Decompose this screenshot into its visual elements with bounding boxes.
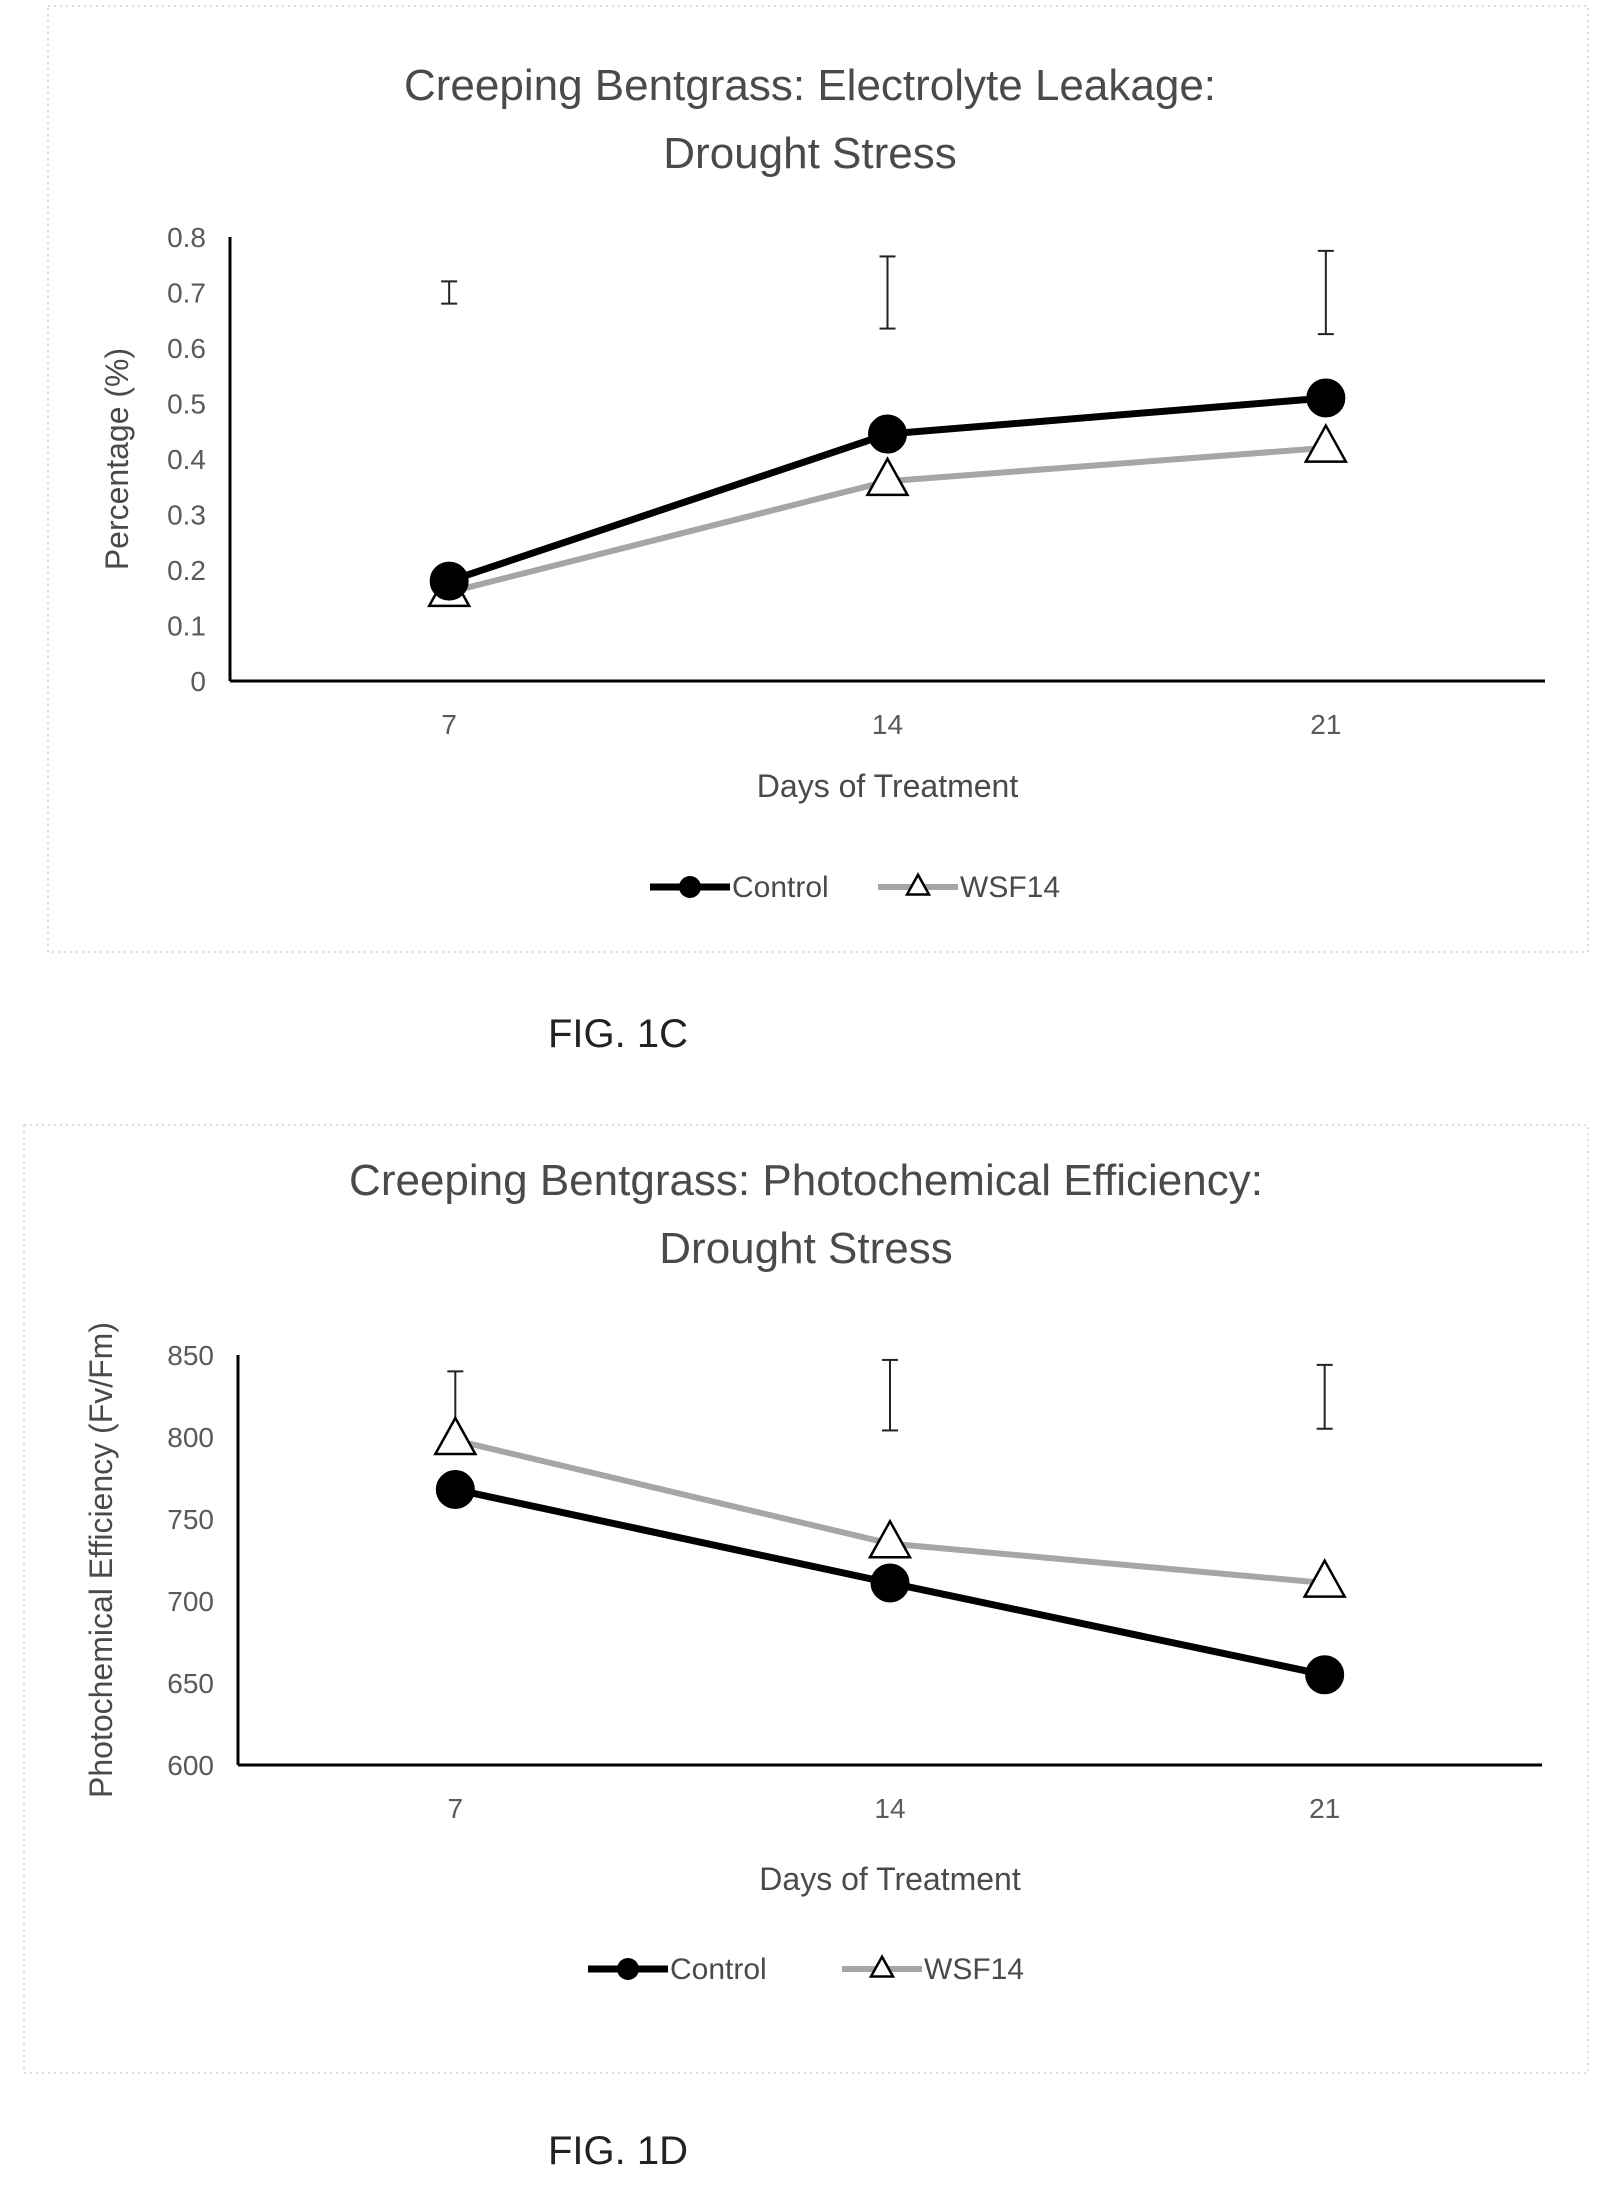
chart-title-line-2: Drought Stress (663, 129, 956, 178)
control-point (868, 414, 907, 454)
x-tick-label: 21 (1309, 1793, 1340, 1824)
y-tick-label: 600 (167, 1750, 214, 1781)
x-tick-label: 7 (441, 709, 457, 740)
y-tick-label: 0.8 (167, 222, 206, 253)
y-axis-title: Photochemical Efficiency (Fv/Fm) (83, 1322, 119, 1798)
chart-title-line-2: Drought Stress (659, 1224, 952, 1273)
chart-frame (47, 5, 1589, 953)
x-tick-label: 14 (874, 1793, 905, 1824)
y-tick-label: 850 (167, 1340, 214, 1371)
photochemical-efficiency-chart: Creeping Bentgrass: Photochemical Effici… (23, 1124, 1589, 2074)
figure-caption-1d: FIG. 1D (548, 2129, 689, 2173)
series-line-wsf14 (454, 1437, 1325, 1586)
control-point (1305, 1655, 1345, 1695)
y-tick-label: 0.2 (167, 555, 206, 586)
y-tick-label: 650 (167, 1668, 214, 1699)
control-point (870, 1563, 910, 1603)
chart-panel-electrolyte-leakage: Creeping Bentgrass: Electrolyte Leakage:… (0, 0, 1617, 1056)
wsf14-point (1303, 423, 1348, 463)
y-tick-label: 750 (167, 1504, 214, 1535)
y-tick-label: 700 (167, 1586, 214, 1617)
wsf14-point (1302, 1558, 1347, 1598)
wsf14-point (865, 456, 910, 497)
legend-marker-triangle (904, 872, 932, 896)
wsf14-point (433, 1415, 478, 1456)
y-axis-title: Percentage (%) (99, 348, 135, 570)
wsf14-point (867, 1518, 913, 1559)
legend-label-control: Control (732, 871, 829, 904)
y-tick-label: 0.4 (167, 444, 206, 475)
control-point (429, 561, 469, 601)
y-tick-label: 0.5 (167, 389, 206, 420)
legend-label-wsf14: WSF14 (924, 1953, 1024, 1986)
legend-marker-circle (617, 1958, 639, 1980)
control-point (1306, 378, 1346, 418)
y-tick-label: 0.6 (167, 333, 206, 364)
x-tick-label: 7 (448, 1793, 464, 1824)
y-tick-label: 0.1 (167, 611, 206, 642)
control-point (435, 1469, 475, 1509)
legend-marker-circle (679, 876, 701, 898)
chart-title-line-1: Creeping Bentgrass: Electrolyte Leakage: (404, 61, 1216, 110)
x-axis-title: Days of Treatment (759, 1861, 1021, 1897)
chart-panel-photochemical-efficiency: Creeping Bentgrass: Photochemical Effici… (0, 1115, 1617, 2189)
x-tick-label: 14 (872, 709, 903, 740)
x-axis-title: Days of Treatment (757, 768, 1019, 804)
legend-label-control: Control (670, 1953, 767, 1986)
y-tick-label: 800 (167, 1422, 214, 1453)
y-tick-label: 0 (190, 666, 206, 697)
legend-label-wsf14: WSF14 (960, 871, 1060, 904)
y-tick-label: 0.7 (167, 278, 206, 309)
chart-title-line-1: Creeping Bentgrass: Photochemical Effici… (349, 1156, 1263, 1205)
chart-frame (23, 1124, 1589, 2074)
electrolyte-leakage-chart: Creeping Bentgrass: Electrolyte Leakage:… (47, 5, 1589, 953)
figure-caption-1c: FIG. 1C (548, 1012, 689, 1056)
x-tick-label: 21 (1310, 709, 1341, 740)
y-tick-label: 0.3 (167, 500, 206, 531)
legend-marker-triangle (868, 1954, 896, 1978)
